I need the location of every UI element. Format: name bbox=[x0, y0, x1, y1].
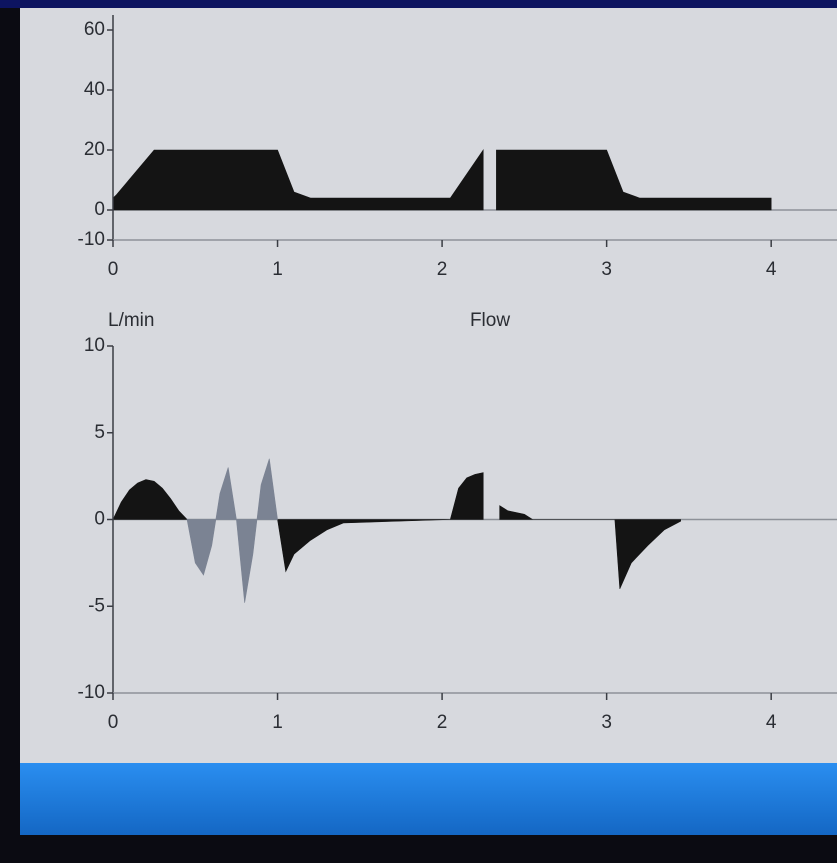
y-tick-label: 40 bbox=[84, 79, 105, 100]
x-tick-label: 4 bbox=[766, 259, 777, 280]
y-tick-label: 0 bbox=[94, 199, 105, 220]
status-bar bbox=[20, 763, 837, 835]
x-tick-label: 2 bbox=[437, 712, 448, 733]
y-tick-label: -5 bbox=[88, 595, 105, 616]
x-tick-label: 3 bbox=[601, 712, 612, 733]
y-tick-label: 10 bbox=[84, 335, 105, 356]
y-tick-label: -10 bbox=[78, 229, 105, 250]
y-tick-label: 60 bbox=[84, 19, 105, 40]
y-tick-label: 0 bbox=[94, 509, 105, 530]
y-tick-label: 5 bbox=[94, 422, 105, 443]
x-tick-label: 3 bbox=[601, 259, 612, 280]
screen: -10020406001234-10-5051001234FlowL/min bbox=[0, 0, 837, 863]
y-tick-label: 20 bbox=[84, 139, 105, 160]
x-tick-label: 1 bbox=[272, 259, 283, 280]
x-tick-label: 4 bbox=[766, 712, 777, 733]
x-tick-label: 1 bbox=[272, 712, 283, 733]
x-tick-label: 0 bbox=[108, 259, 119, 280]
page: -10020406001234-10-5051001234FlowL/min (… bbox=[0, 0, 837, 863]
x-tick-label: 0 bbox=[108, 712, 119, 733]
top-bar bbox=[0, 0, 837, 8]
chart-title: Flow bbox=[470, 310, 510, 331]
y-tick-label: -10 bbox=[78, 682, 105, 703]
display-area bbox=[20, 8, 837, 763]
y-axis-label: L/min bbox=[108, 310, 154, 331]
x-tick-label: 2 bbox=[437, 259, 448, 280]
